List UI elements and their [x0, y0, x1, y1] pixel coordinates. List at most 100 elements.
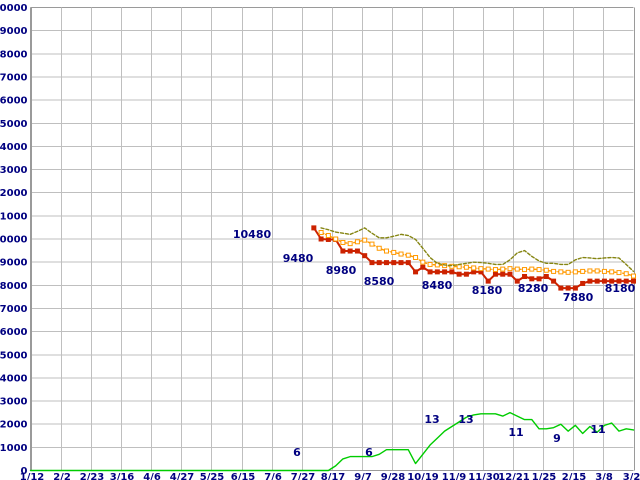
series-marker — [514, 266, 520, 272]
chart-grid — [30, 7, 635, 471]
series-marker — [442, 269, 448, 275]
y-axis-tick-label: 0 — [21, 466, 28, 477]
series-marker — [616, 278, 622, 284]
series-line-volume-count — [29, 411, 635, 472]
series-marker — [594, 268, 600, 274]
y-axis-tick-label: 17000 — [0, 72, 28, 83]
series-marker — [500, 266, 506, 272]
data-label: 11 — [590, 423, 605, 436]
series-marker — [514, 278, 520, 284]
series-marker — [318, 230, 324, 236]
series-marker — [427, 269, 433, 275]
series-marker — [587, 278, 593, 284]
data-label: 6 — [365, 446, 373, 459]
series-marker — [420, 259, 426, 265]
x-axis-tick-label: 11/30 — [468, 472, 500, 480]
series-marker — [354, 248, 360, 254]
series-marker — [405, 260, 411, 266]
y-axis-tick-label: 18000 — [0, 49, 28, 60]
series-marker — [580, 268, 586, 274]
series-marker — [485, 266, 491, 272]
series-marker — [522, 274, 528, 280]
series-marker — [471, 265, 477, 271]
y-axis-tick-label: 11000 — [0, 211, 28, 222]
x-axis-tick-label: 1/25 — [532, 472, 557, 480]
series-marker — [572, 269, 578, 275]
series-marker — [616, 270, 622, 276]
series-marker — [536, 267, 542, 273]
y-axis-tick-label: 12000 — [0, 188, 28, 199]
series-line-price-high — [320, 227, 635, 273]
series-marker — [449, 263, 455, 269]
data-label: 8280 — [518, 282, 549, 295]
series-marker — [340, 239, 346, 245]
x-axis-tick-label: 2/2 — [53, 472, 71, 480]
series-marker — [340, 248, 346, 254]
series-marker — [383, 248, 389, 254]
series-marker — [623, 271, 629, 277]
x-axis-tick-label: 6/15 — [231, 472, 256, 480]
series-marker — [587, 268, 593, 274]
data-label: 9480 — [283, 252, 314, 265]
series-price-main — [311, 225, 636, 291]
x-axis-tick-label: 7/27 — [291, 472, 316, 480]
series-marker — [623, 278, 629, 284]
data-label: 8980 — [326, 264, 357, 277]
series-marker — [347, 248, 353, 254]
series-price-high — [320, 227, 635, 273]
series-marker — [362, 237, 368, 243]
series-marker — [354, 239, 360, 245]
series-marker — [333, 236, 339, 242]
series-marker — [325, 236, 331, 242]
y-axis-tick-label: 3000 — [0, 397, 28, 408]
y-axis-tick-label: 14000 — [0, 142, 28, 153]
series-marker — [434, 269, 440, 275]
data-label: 9 — [553, 432, 561, 445]
chart-series — [29, 225, 636, 472]
series-marker — [405, 252, 411, 258]
series-marker — [391, 249, 397, 255]
series-marker — [601, 268, 607, 274]
x-axis-tick-label: 10/19 — [407, 472, 439, 480]
series-marker — [558, 285, 564, 291]
y-axis-tick-label: 5000 — [0, 350, 28, 361]
x-axis-tick-label: 4/6 — [143, 472, 161, 480]
series-marker — [456, 264, 462, 270]
series-marker — [500, 271, 506, 277]
series-marker — [478, 266, 484, 272]
x-axis-tick-label: 3/8 — [595, 472, 613, 480]
series-marker — [383, 260, 389, 266]
series-marker — [420, 264, 426, 270]
series-marker — [558, 269, 564, 275]
chart-annotations: 10480 9480 8980 8580 8480 8180 8280 7880 8180 6 6 1… — [233, 228, 636, 459]
x-axis-tick-label: 12/21 — [498, 472, 530, 480]
data-label: 7880 — [563, 291, 594, 304]
series-marker — [471, 269, 477, 275]
series-marker — [529, 276, 535, 282]
series-marker — [543, 267, 549, 273]
series-marker — [529, 266, 535, 272]
x-axis-tick-label: 3/22 — [623, 472, 640, 480]
x-axis-tick-label: 2/15 — [562, 472, 587, 480]
series-marker — [565, 269, 571, 275]
data-label: 6 — [293, 446, 301, 459]
x-axis-tick-label: 9/28 — [381, 472, 406, 480]
series-marker — [609, 269, 615, 275]
data-label: 11 — [508, 426, 523, 439]
series-marker — [391, 260, 397, 266]
series-marker — [347, 241, 353, 247]
series-marker — [427, 261, 433, 267]
y-axis-tick-label: 7000 — [0, 304, 28, 315]
series-marker — [522, 267, 528, 273]
y-axis-tick-label: 6000 — [0, 327, 28, 338]
y-axis-tick-label: 1000 — [0, 443, 28, 454]
series-marker — [463, 271, 469, 277]
series-marker — [572, 285, 578, 291]
series-marker — [536, 276, 542, 282]
y-axis-tick-label: 20000 — [0, 3, 28, 14]
series-marker — [580, 280, 586, 286]
x-axis-tick-label: 2/23 — [80, 472, 105, 480]
series-volume-count — [29, 411, 635, 472]
x-axis-tick-label: 8/17 — [321, 472, 346, 480]
